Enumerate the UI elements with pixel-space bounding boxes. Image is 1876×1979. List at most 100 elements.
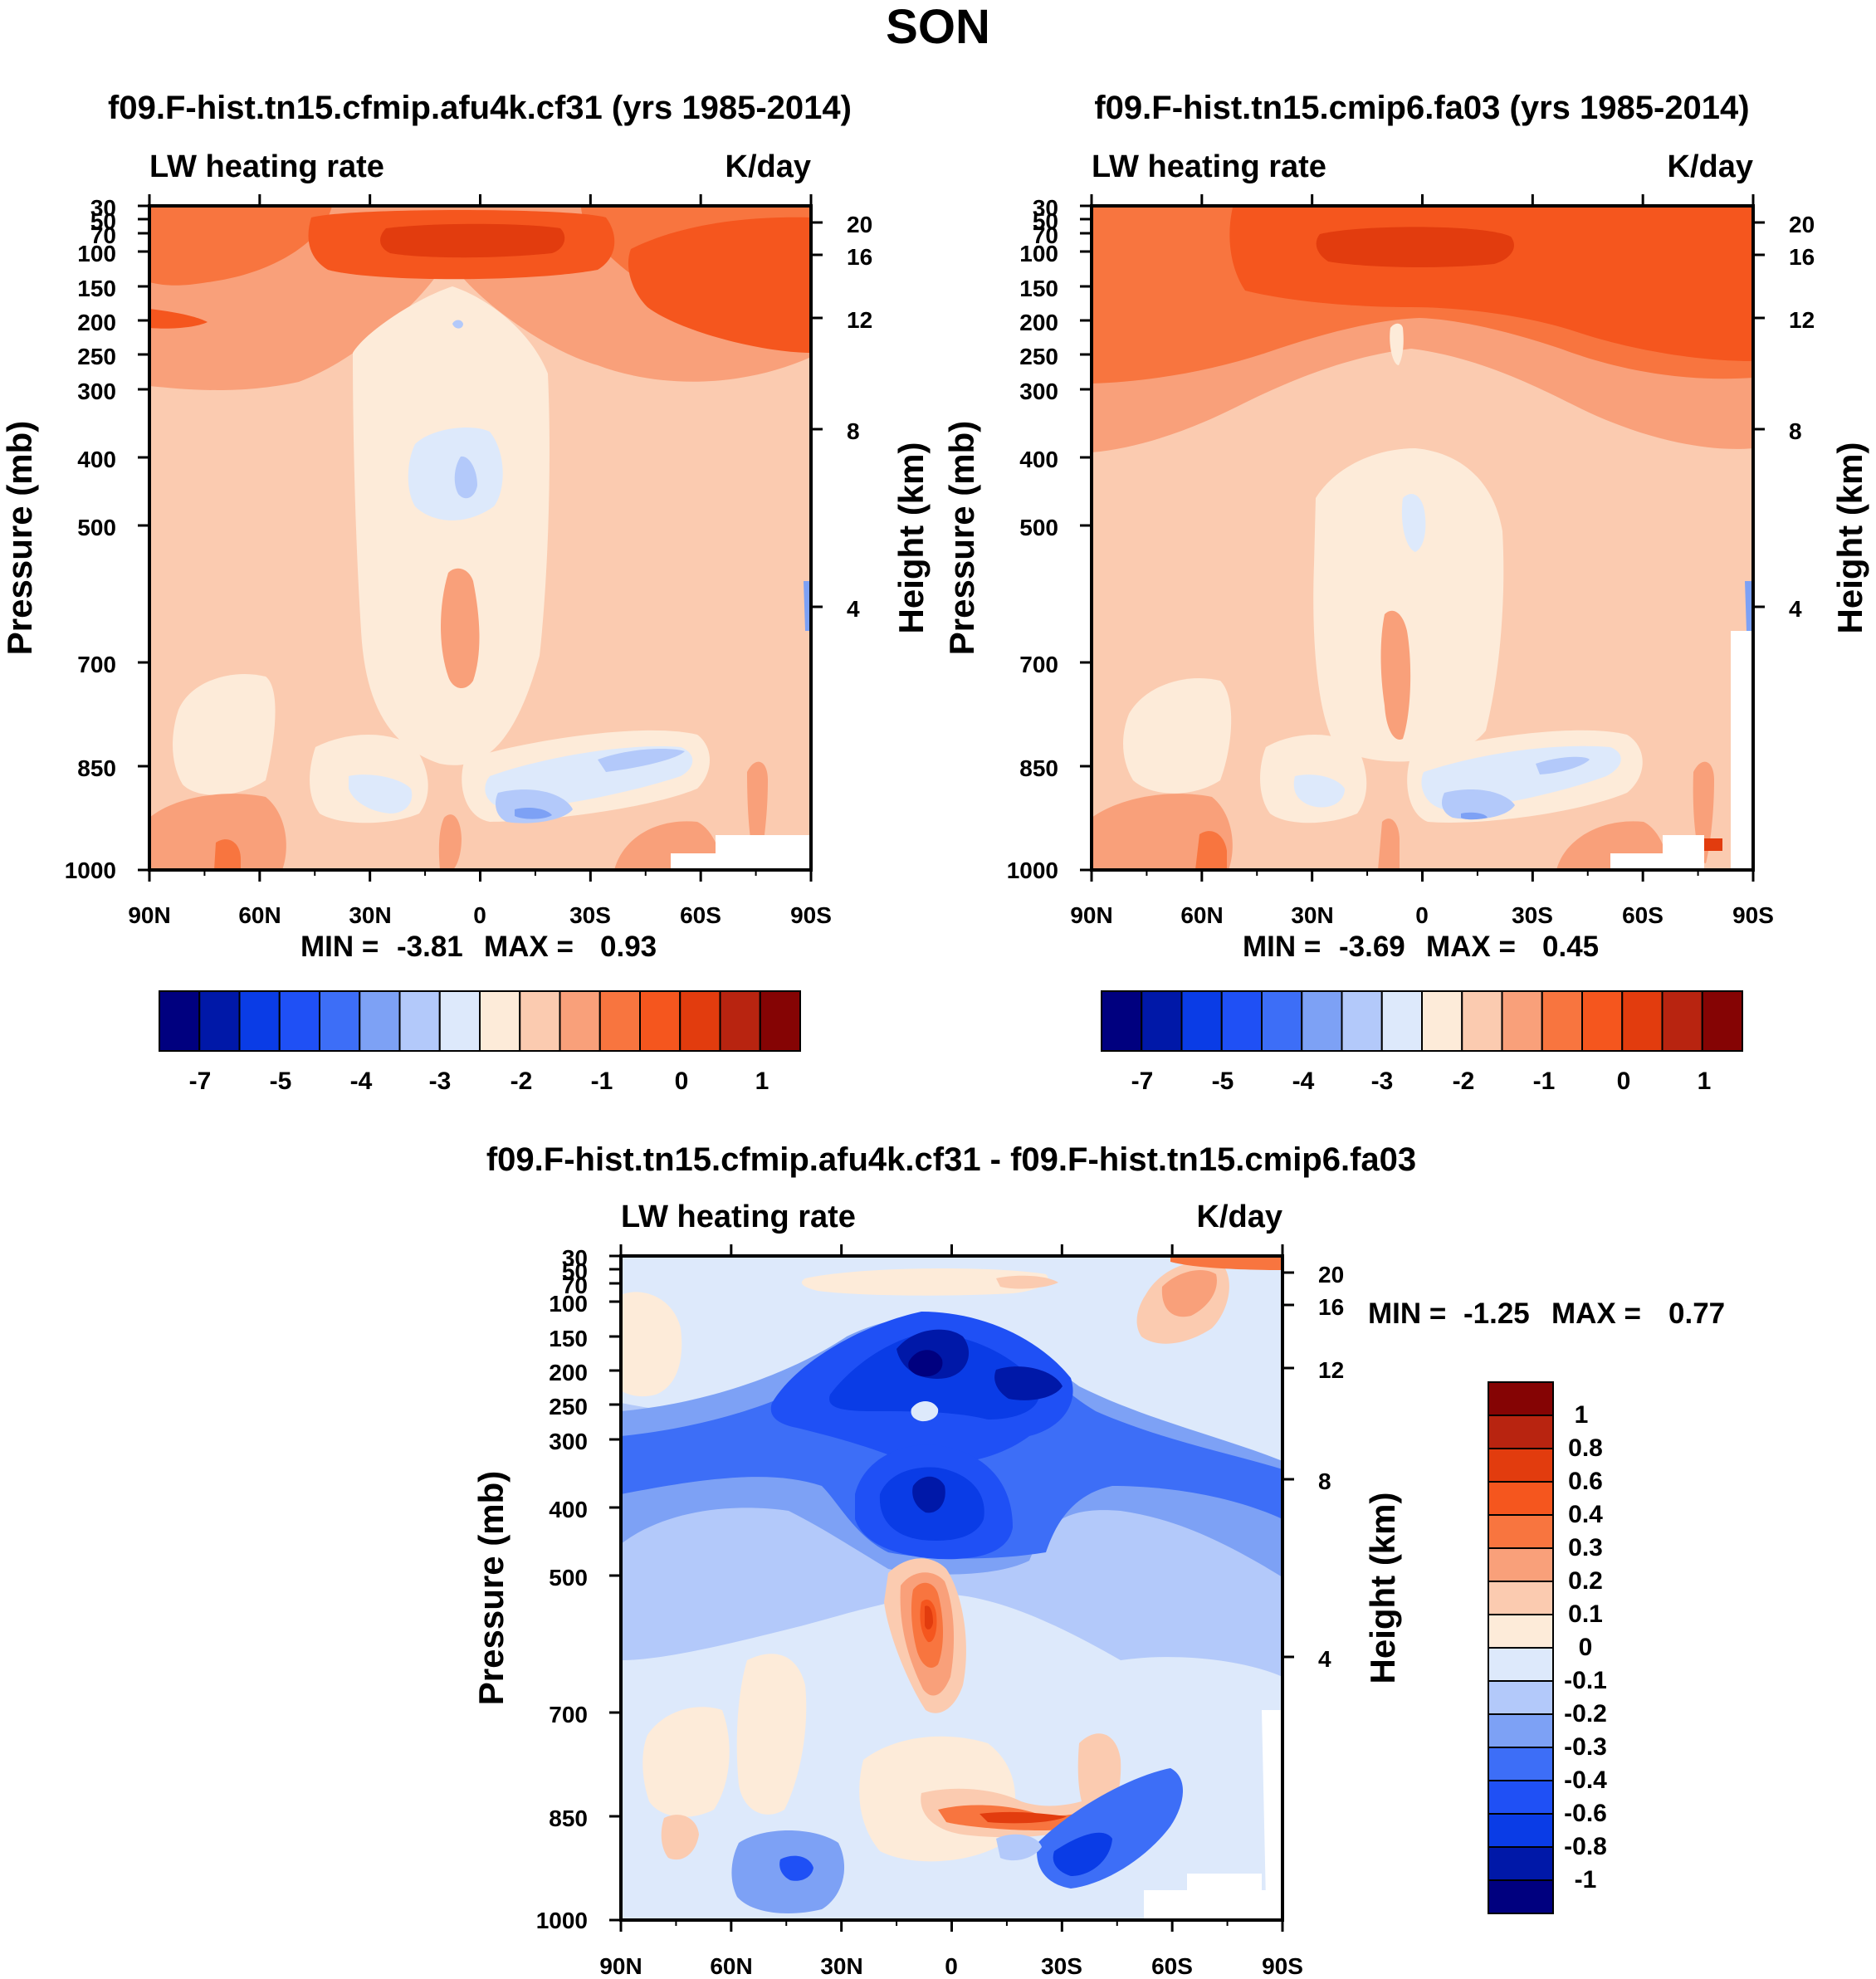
- colorbar-swatch: [1488, 1448, 1554, 1483]
- colorbar-swatch: [1488, 1780, 1554, 1815]
- pressure-tick: 250: [549, 1394, 588, 1420]
- colorbar-label: -0.2: [1564, 1700, 1607, 1727]
- panel-diff-minmax: MIN = -1.25 MAX = 0.77: [1368, 1297, 1725, 1330]
- panel-diff-ylabel-right: Height (km): [1363, 1493, 1402, 1684]
- colorbar-swatch: [1488, 1614, 1554, 1649]
- pressure-tick: 850: [77, 755, 116, 781]
- pressure-tick: 150: [1019, 276, 1058, 301]
- pressure-tick: 300: [549, 1429, 588, 1454]
- pressure-tick: 70: [90, 222, 116, 248]
- min-label: MIN =: [1243, 931, 1321, 963]
- colorbar-swatch: [679, 990, 721, 1052]
- pressure-tick: 300: [77, 379, 116, 404]
- lat-tick: 60S: [1151, 1953, 1193, 1979]
- panel-left-colorbar-labels: -7 -5 -4 -3 -2 -1 0 1: [189, 1068, 769, 1095]
- height-tick: 8: [847, 418, 860, 444]
- pressure-tick: 70: [562, 1273, 588, 1298]
- lat-tick: 60N: [1180, 902, 1223, 928]
- colorbar-label: 1: [1575, 1401, 1589, 1429]
- lat-tick: 30N: [1291, 902, 1333, 928]
- colorbar-swatch: [1488, 1581, 1554, 1615]
- colorbar-swatch: [639, 990, 682, 1052]
- pressure-tick: 150: [77, 276, 116, 301]
- panel-right-pressure-ticks: 30 50 70 100 150 200 250 300 400 500 700…: [1007, 195, 1058, 883]
- max-label: MAX =: [1551, 1297, 1641, 1330]
- colorbar-swatch: [1220, 990, 1263, 1052]
- colorbar-swatch: [398, 990, 441, 1052]
- colorbar-swatch: [1501, 990, 1543, 1052]
- colorbar-swatch: [238, 990, 281, 1052]
- colorbar-swatch: [1581, 990, 1624, 1052]
- colorbar-label: 0: [1579, 1634, 1593, 1661]
- colorbar-swatch: [278, 990, 320, 1052]
- colorbar-label: -1: [1533, 1068, 1556, 1095]
- colorbar-label: -2: [511, 1068, 533, 1095]
- colorbar-swatch: [719, 990, 761, 1052]
- panel-diff-pressure-ticks: 30 50 70 100 150 200 250 300 400 500 700…: [536, 1245, 588, 1933]
- colorbar-swatch: [1488, 1547, 1554, 1582]
- colorbar-swatch: [1301, 990, 1343, 1052]
- panel-diff-title: f09.F-hist.tn15.cfmip.afu4k.cf31 - f09.F…: [486, 1141, 1416, 1178]
- pressure-tick: 1000: [65, 858, 116, 883]
- panel-diff-colorbar-labels: 1 0.8 0.6 0.4 0.3 0.2 0.1 0 -0.1 -0.2 -0…: [1564, 1401, 1607, 1893]
- panel-left-pressure-ticks: 30 50 70 100 150 200 250 300 400 500 700…: [65, 195, 116, 883]
- colorbar-swatch: [1261, 990, 1303, 1052]
- panel-diff-ylabel: Pressure (mb): [471, 1471, 511, 1705]
- colorbar-swatch: [319, 990, 361, 1052]
- panel-diff-contour-field: [621, 1256, 1282, 1920]
- max-value: 0.45: [1542, 931, 1599, 963]
- colorbar-label: 0.1: [1568, 1600, 1603, 1628]
- lat-tick: 30N: [820, 1953, 862, 1979]
- colorbar-label: 0.4: [1568, 1501, 1603, 1528]
- colorbar-label: -1: [1575, 1866, 1597, 1893]
- height-tick: 20: [1789, 212, 1815, 237]
- colorbar-swatch: [1621, 990, 1663, 1052]
- pressure-tick: 1000: [1007, 858, 1058, 883]
- panel-left-variable: LW heating rate: [149, 149, 384, 184]
- colorbar-label: 0: [1617, 1068, 1631, 1095]
- lat-tick: 60S: [1622, 902, 1663, 928]
- lat-tick: 0: [473, 902, 486, 928]
- panel-diff-height-ticks: 20 16 12 8 4: [1318, 1262, 1344, 1672]
- pressure-tick: 200: [549, 1360, 588, 1385]
- colorbar-label: 0: [675, 1068, 689, 1095]
- colorbar-label: -5: [1212, 1068, 1234, 1095]
- pressure-tick: 30: [562, 1245, 588, 1271]
- colorbar-swatch: [1180, 990, 1223, 1052]
- pressure-tick: 200: [77, 310, 116, 335]
- colorbar-swatch: [1461, 990, 1503, 1052]
- panel-right-variable: LW heating rate: [1092, 149, 1326, 184]
- colorbar-label: -7: [189, 1068, 212, 1095]
- max-value: 0.77: [1668, 1297, 1725, 1330]
- colorbar-label: -3: [1371, 1068, 1394, 1095]
- colorbar-label: -4: [1292, 1068, 1315, 1095]
- pressure-tick: 850: [1019, 755, 1058, 781]
- colorbar-swatch: [759, 990, 801, 1052]
- height-tick: 12: [1789, 307, 1815, 333]
- colorbar-swatch: [1488, 1846, 1554, 1881]
- pressure-tick: 700: [549, 1702, 588, 1727]
- colorbar-label: -0.3: [1564, 1733, 1607, 1761]
- axis-tick-marks: [138, 194, 1765, 1932]
- pressure-tick: 100: [77, 241, 116, 266]
- min-value: -3.81: [397, 931, 463, 963]
- pressure-tick: 100: [549, 1291, 588, 1317]
- colorbar-label: -0.6: [1564, 1800, 1607, 1827]
- pressure-tick: 500: [549, 1565, 588, 1591]
- lat-tick: 0: [1415, 902, 1429, 928]
- lat-tick: 30S: [569, 902, 611, 928]
- colorbar-swatch: [1488, 1747, 1554, 1781]
- panel-left-contour-field: [149, 206, 811, 870]
- panel-left-lat-ticks: 90N 60N 30N 0 30S 60S 90S: [128, 902, 832, 928]
- min-value: -1.25: [1463, 1297, 1530, 1330]
- min-value: -3.69: [1339, 931, 1405, 963]
- pressure-tick: 700: [1019, 652, 1058, 677]
- pressure-tick: 400: [549, 1497, 588, 1522]
- panel-diff-lat-ticks: 90N 60N 30N 0 30S 60S 90S: [599, 1953, 1303, 1979]
- colorbar-swatch: [1488, 1813, 1554, 1848]
- height-tick: 4: [1318, 1646, 1331, 1672]
- pressure-tick: 50: [90, 208, 116, 234]
- height-tick: 12: [1318, 1357, 1344, 1383]
- panel-left-ylabel-right: Height (km): [892, 442, 931, 634]
